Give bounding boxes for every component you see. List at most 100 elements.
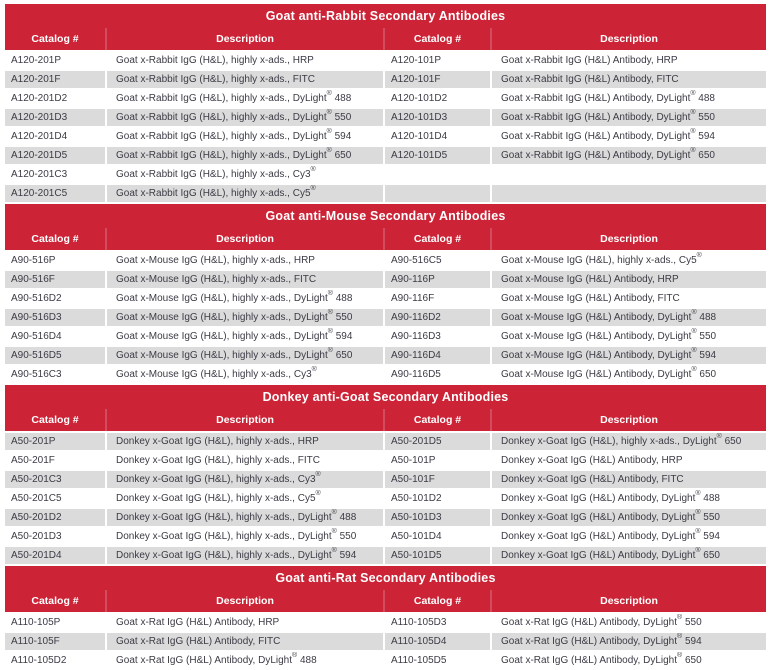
antibody-section: Goat anti-Rat Secondary Antibodies Catal…	[5, 566, 766, 669]
description-cell: Donkey x-Goat IgG (H&L) Antibody, DyLigh…	[492, 547, 766, 564]
catalog-cell: A120-201P	[5, 52, 105, 69]
column-header-catalog: Catalog #	[385, 28, 490, 50]
catalog-cell: A90-116D3	[385, 328, 490, 345]
description-cell: Goat x-Rat IgG (H&L) Antibody, DyLight® …	[492, 652, 766, 669]
description-cell: Goat x-Rabbit IgG (H&L), highly x-ads., …	[107, 109, 383, 126]
description-cell: Donkey x-Goat IgG (H&L), highly x-ads., …	[107, 528, 383, 545]
description-cell: Donkey x-Goat IgG (H&L), highly x-ads., …	[492, 433, 766, 450]
description-cell: Donkey x-Goat IgG (H&L) Antibody, DyLigh…	[492, 528, 766, 545]
column-header-catalog: Catalog #	[385, 409, 490, 431]
column-header-row: Catalog # Description Catalog # Descript…	[5, 590, 766, 612]
description-cell: Donkey x-Goat IgG (H&L) Antibody, DyLigh…	[492, 490, 766, 507]
catalog-cell: A50-201F	[5, 452, 105, 469]
catalog-cell: A90-516D2	[5, 290, 105, 307]
description-cell: Donkey x-Goat IgG (H&L), highly x-ads., …	[107, 433, 383, 450]
description-cell: Goat x-Mouse IgG (H&L), highly x-ads., F…	[107, 271, 383, 288]
catalog-cell: A110-105P	[5, 614, 105, 631]
column-header-catalog: Catalog #	[385, 590, 490, 612]
section-rows: A110-105P Goat x-Rat IgG (H&L) Antibody, …	[5, 614, 766, 669]
catalog-cell: A120-201F	[5, 71, 105, 88]
catalog-cell: A50-101P	[385, 452, 490, 469]
description-cell: Donkey x-Goat IgG (H&L), highly x-ads., …	[107, 490, 383, 507]
column-header-row: Catalog # Description Catalog # Descript…	[5, 409, 766, 431]
description-cell: Goat x-Rabbit IgG (H&L), highly x-ads., …	[107, 90, 383, 107]
column-header-row: Catalog # Description Catalog # Descript…	[5, 228, 766, 250]
description-cell: Goat x-Rabbit IgG (H&L) Antibody, DyLigh…	[492, 109, 766, 126]
description-cell: Goat x-Rat IgG (H&L) Antibody, DyLight® …	[107, 652, 383, 669]
catalog-cell: A90-516F	[5, 271, 105, 288]
description-cell: Goat x-Rabbit IgG (H&L), highly x-ads., …	[107, 71, 383, 88]
description-cell: Goat x-Mouse IgG (H&L), highly x-ads., D…	[107, 309, 383, 326]
sections: Goat anti-Rabbit Secondary Antibodies Ca…	[5, 4, 766, 669]
catalog-cell: A90-116D2	[385, 309, 490, 326]
catalog-cell: A50-201D5	[385, 433, 490, 450]
description-cell: Donkey x-Goat IgG (H&L), highly x-ads., …	[107, 547, 383, 564]
catalog-cell: A120-101F	[385, 71, 490, 88]
description-cell: Goat x-Rabbit IgG (H&L) Antibody, HRP	[492, 52, 766, 69]
description-cell: Goat x-Rat IgG (H&L) Antibody, DyLight® …	[492, 614, 766, 631]
column-header-description: Description	[107, 590, 383, 612]
description-cell: Donkey x-Goat IgG (H&L) Antibody, HRP	[492, 452, 766, 469]
catalog-cell: A120-101D5	[385, 147, 490, 164]
column-header-row: Catalog # Description Catalog # Descript…	[5, 28, 766, 50]
catalog-cell: A90-116F	[385, 290, 490, 307]
column-header-catalog: Catalog #	[5, 228, 105, 250]
catalog-cell: A50-201C3	[5, 471, 105, 488]
description-cell: Goat x-Rat IgG (H&L) Antibody, HRP	[107, 614, 383, 631]
column-header-catalog: Catalog #	[385, 228, 490, 250]
antibody-section: Goat anti-Rabbit Secondary Antibodies Ca…	[5, 4, 766, 202]
catalog-cell: A50-201D4	[5, 547, 105, 564]
catalog-cell: A90-516C3	[5, 366, 105, 383]
description-cell: Goat x-Rabbit IgG (H&L) Antibody, DyLigh…	[492, 128, 766, 145]
section-rows: A50-201P Donkey x-Goat IgG (H&L), highly …	[5, 433, 766, 564]
description-cell: Donkey x-Goat IgG (H&L), highly x-ads., …	[107, 509, 383, 526]
description-cell: Goat x-Rabbit IgG (H&L), highly x-ads., …	[107, 52, 383, 69]
catalog-cell: A90-516D5	[5, 347, 105, 364]
section-banner: Goat anti-Rat Secondary Antibodies	[5, 566, 766, 590]
catalog-cell: A90-116D5	[385, 366, 490, 383]
column-header-description: Description	[107, 409, 383, 431]
section-banner: Goat anti-Rabbit Secondary Antibodies	[5, 4, 766, 28]
catalog-cell	[385, 185, 490, 202]
catalog-cell: A110-105D4	[385, 633, 490, 650]
catalog-cell: A120-201D5	[5, 147, 105, 164]
description-cell: Goat x-Mouse IgG (H&L), highly x-ads., C…	[107, 366, 383, 383]
column-header-description: Description	[492, 409, 766, 431]
column-header-description: Description	[492, 590, 766, 612]
description-cell: Goat x-Rabbit IgG (H&L), highly x-ads., …	[107, 147, 383, 164]
section-rows: A120-201P Goat x-Rabbit IgG (H&L), highly…	[5, 52, 766, 202]
catalog-cell: A90-116P	[385, 271, 490, 288]
column-header-catalog: Catalog #	[5, 590, 105, 612]
description-cell: Goat x-Mouse IgG (H&L), highly x-ads., D…	[107, 328, 383, 345]
description-cell: Goat x-Mouse IgG (H&L) Antibody, DyLight…	[492, 309, 766, 326]
description-cell: Goat x-Mouse IgG (H&L), highly x-ads., H…	[107, 252, 383, 269]
catalog-cell: A50-201D2	[5, 509, 105, 526]
catalog-cell: A90-516C5	[385, 252, 490, 269]
antibody-section: Goat anti-Mouse Secondary Antibodies Cat…	[5, 204, 766, 383]
description-cell: Goat x-Rat IgG (H&L) Antibody, FITC	[107, 633, 383, 650]
description-cell: Goat x-Mouse IgG (H&L), highly x-ads., D…	[107, 347, 383, 364]
antibody-section: Donkey anti-Goat Secondary Antibodies Ca…	[5, 385, 766, 564]
column-header-description: Description	[107, 28, 383, 50]
description-cell: Goat x-Mouse IgG (H&L) Antibody, HRP	[492, 271, 766, 288]
catalog-cell: A90-516D3	[5, 309, 105, 326]
description-cell: Donkey x-Goat IgG (H&L) Antibody, DyLigh…	[492, 509, 766, 526]
catalog-cell: A120-201C3	[5, 166, 105, 183]
catalog-cell: A90-516D4	[5, 328, 105, 345]
catalog-cell: A120-201D4	[5, 128, 105, 145]
description-cell: Goat x-Rat IgG (H&L) Antibody, DyLight® …	[492, 633, 766, 650]
catalog-cell: A90-516P	[5, 252, 105, 269]
catalog-cell: A110-105F	[5, 633, 105, 650]
catalog-cell: A110-105D2	[5, 652, 105, 669]
catalog-cell: A120-201C5	[5, 185, 105, 202]
description-cell: Donkey x-Goat IgG (H&L) Antibody, FITC	[492, 471, 766, 488]
description-cell: Goat x-Mouse IgG (H&L) Antibody, DyLight…	[492, 328, 766, 345]
section-rows: A90-516P Goat x-Mouse IgG (H&L), highly x…	[5, 252, 766, 383]
description-cell: Donkey x-Goat IgG (H&L), highly x-ads., …	[107, 471, 383, 488]
section-banner: Goat anti-Mouse Secondary Antibodies	[5, 204, 766, 228]
catalog-cell: A50-201P	[5, 433, 105, 450]
catalog-cell: A50-101D5	[385, 547, 490, 564]
catalog-cell: A120-101D4	[385, 128, 490, 145]
catalog-cell: A50-101D4	[385, 528, 490, 545]
